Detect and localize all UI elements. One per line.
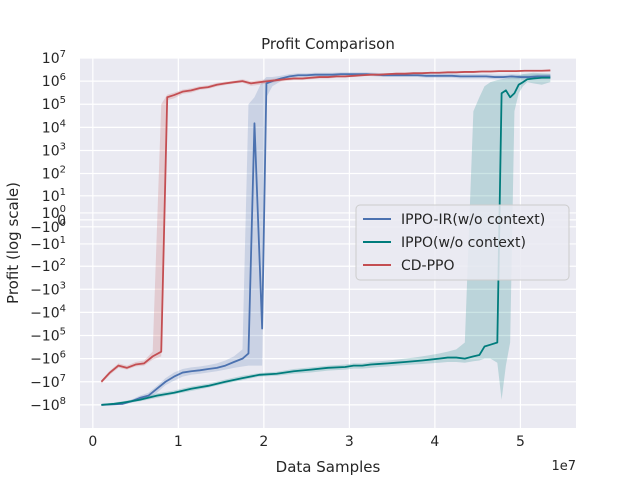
x-axis-label: Data Samples	[276, 458, 381, 476]
y-tick-label: −100	[30, 218, 66, 236]
legend-label: IPPO(w/o context)	[401, 235, 526, 251]
y-tick-label: 104	[42, 118, 66, 136]
y-tick-label: −103	[30, 280, 66, 298]
series-line-1	[101, 76, 551, 406]
legend-box	[355, 204, 570, 281]
y-tick-label: 105	[42, 95, 66, 113]
x-tick-label: 5	[516, 434, 525, 450]
y-axis-label: Profit (log scale)	[4, 182, 22, 304]
x-tick-label: 4	[430, 434, 439, 450]
y-tick-label: 100	[42, 204, 66, 222]
x-tick-label: 1	[174, 434, 183, 450]
y-tick-label: −106	[30, 350, 66, 368]
legend-label: IPPO-IR(w/o context)	[401, 212, 545, 228]
x-tick-label: 3	[345, 434, 354, 450]
y-tick-label: 101	[42, 187, 66, 205]
series-lines	[100, 69, 551, 406]
y-tick-label: −108	[30, 396, 66, 414]
y-tick-label: −107	[30, 373, 66, 391]
series-line-0	[101, 73, 551, 406]
y-tick-label: −104	[30, 303, 66, 321]
x-tick-label: 2	[259, 434, 268, 450]
series-line-2	[100, 69, 551, 383]
y-tick-label: 107	[42, 49, 66, 67]
legend-label: CD-PPO	[401, 258, 455, 274]
y-tick-label: 0	[57, 213, 66, 229]
x-axis-ticks: 0 1 2 3 4 5	[88, 434, 525, 450]
y-tick-label: −105	[30, 327, 66, 345]
series-band-1	[101, 72, 551, 406]
y-tick-label: −102	[30, 257, 66, 275]
legend: IPPO-IR(w/o context) IPPO(w/o context) CD-…	[355, 204, 570, 281]
chart-title: Profit Comparison	[261, 35, 395, 53]
grid-lines	[80, 57, 576, 428]
y-tick-label: −101	[30, 235, 66, 253]
y-tick-label: 106	[42, 72, 66, 90]
confidence-bands	[101, 69, 551, 406]
y-tick-label: 102	[42, 165, 66, 183]
x-axis-offset-label: 1e7	[551, 459, 576, 474]
y-tick-label: 103	[42, 141, 66, 159]
x-tick-label: 0	[88, 434, 97, 450]
